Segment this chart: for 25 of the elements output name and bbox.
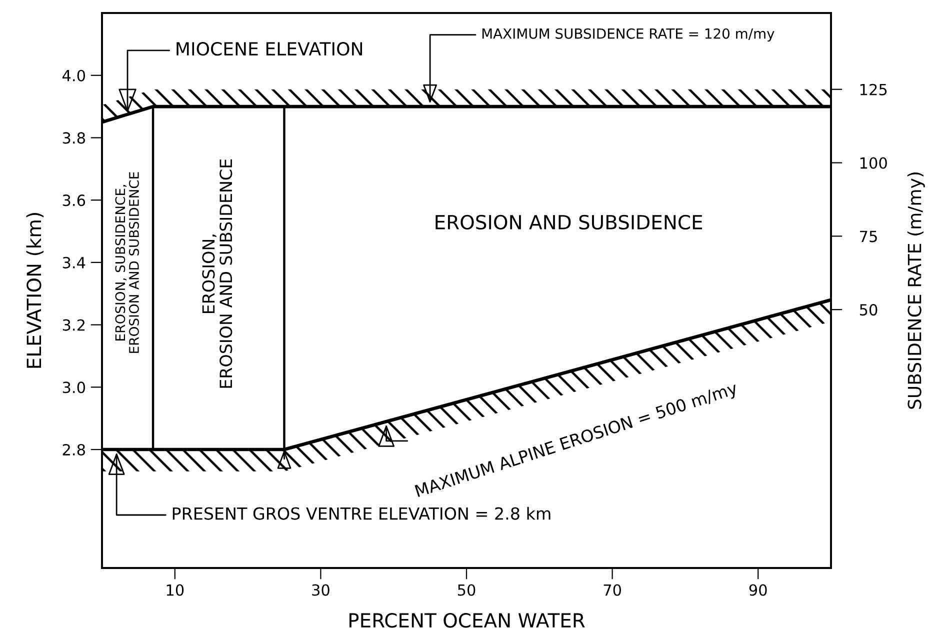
y-tick-label: 3.0 — [62, 382, 86, 394]
x-tick-label: 10 — [166, 584, 184, 596]
x-tick-label: 30 — [312, 584, 330, 596]
x-axis-title: PERCENT OCEAN WATER — [349, 612, 585, 628]
annotation: MAXIMUM SUBSIDENCE RATE = 120 m/my — [482, 28, 774, 42]
annotation: EROSION AND SUBSIDENCE — [436, 214, 702, 230]
y2-tick-label: 125 — [860, 84, 887, 96]
y-tick-label: 3.6 — [62, 194, 86, 206]
y-axis-title: ELEVATION (km) — [26, 213, 44, 368]
y2-tick-label: 75 — [860, 230, 877, 242]
annotation: EROSION, SUBSIDENCE, EROSION AND SUBSIDENCE — [115, 172, 139, 353]
annotation: MIOCENE ELEVATION — [176, 42, 362, 56]
y2-tick-label: 100 — [860, 157, 887, 169]
annotation: PRESENT GROS VENTRE ELEVATION = 2.8 km — [172, 506, 550, 520]
y-tick-label: 4.0 — [62, 70, 86, 82]
y-tick-label: 2.8 — [62, 444, 85, 456]
x-tick-label: 50 — [458, 584, 476, 596]
annotation: EROSION, EROSION AND SUBSIDENCE — [202, 159, 232, 388]
y-tick-label: 3.8 — [62, 132, 85, 144]
y2-axis-title: SUBSIDENCE RATE (m/my) — [907, 172, 925, 409]
y-tick-label: 3.4 — [62, 256, 86, 268]
y2-tick-label: 50 — [860, 304, 878, 316]
x-tick-label: 90 — [749, 584, 767, 596]
x-tick-label: 70 — [604, 584, 622, 596]
y-tick-label: 3.2 — [62, 319, 84, 331]
